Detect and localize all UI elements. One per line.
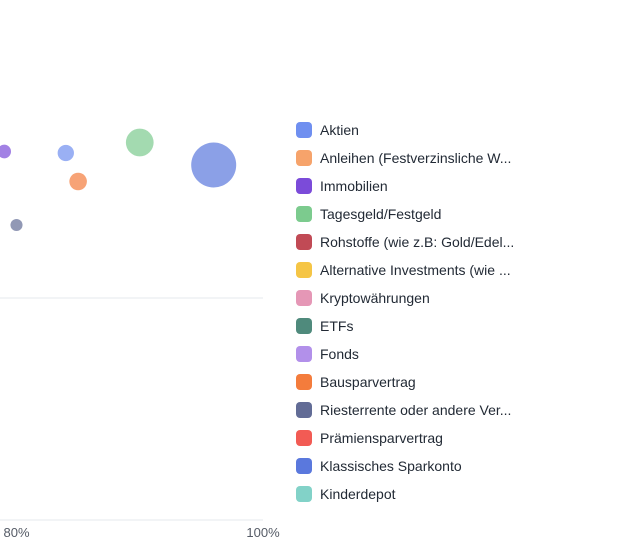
legend-label: Tagesgeld/Festgeld (320, 206, 442, 222)
legend-label: Fonds (320, 346, 359, 362)
legend-swatch (296, 150, 312, 166)
legend-item[interactable]: Aktien (296, 116, 514, 144)
bubble-12[interactable] (191, 142, 237, 188)
legend-swatch (296, 402, 312, 418)
legend-label: Aktien (320, 122, 359, 138)
legend-swatch (296, 262, 312, 278)
legend-label: Alternative Investments (wie ... (320, 262, 511, 278)
legend-label: Kryptowährungen (320, 290, 430, 306)
x-tick-label: 100% (246, 525, 280, 540)
legend-item[interactable]: Bausparvertrag (296, 368, 514, 396)
x-axis-ticks: 80% 100% (3, 525, 280, 540)
legend-item[interactable]: Fonds (296, 340, 514, 368)
legend-swatch (296, 430, 312, 446)
legend-swatch (296, 318, 312, 334)
legend-item[interactable]: Kinderdepot (296, 480, 514, 508)
legend-item[interactable]: Riesterrente oder andere Ver... (296, 396, 514, 424)
legend-item[interactable]: Kryptowährungen (296, 284, 514, 312)
legend-item[interactable]: Immobilien (296, 172, 514, 200)
legend-item[interactable]: Anleihen (Festverzinsliche W... (296, 144, 514, 172)
legend-label: Rohstoffe (wie z.B: Gold/Edel... (320, 234, 515, 250)
legend-label: Kinderdepot (320, 486, 396, 502)
legend-item[interactable]: Alternative Investments (wie ... (296, 256, 514, 284)
legend-item[interactable]: ETFs (296, 312, 514, 340)
legend-swatch (296, 122, 312, 138)
legend-swatch (296, 234, 312, 250)
legend-label: Prämiensparvertrag (320, 430, 443, 446)
legend-item[interactable]: Klassisches Sparkonto (296, 452, 514, 480)
legend-swatch (296, 346, 312, 362)
legend-swatch (296, 374, 312, 390)
legend-swatch (296, 206, 312, 222)
legend: Aktien Anleihen (Festverzinsliche W... Imm… (296, 116, 514, 508)
bubble-3[interactable] (125, 128, 154, 157)
bubble-0[interactable] (57, 144, 74, 162)
legend-label: Klassisches Sparkonto (320, 458, 462, 474)
legend-label: Anleihen (Festverzinsliche W... (320, 150, 512, 166)
bubble-9[interactable] (69, 172, 87, 191)
legend-label: Immobilien (320, 178, 388, 194)
legend-swatch (296, 458, 312, 474)
legend-swatch (296, 290, 312, 306)
legend-item[interactable]: Tagesgeld/Festgeld (296, 200, 514, 228)
bubble-layer (0, 128, 237, 232)
legend-label: Bausparvertrag (320, 374, 416, 390)
legend-item[interactable]: Rohstoffe (wie z.B: Gold/Edel... (296, 228, 514, 256)
legend-swatch (296, 178, 312, 194)
legend-label: Riesterrente oder andere Ver... (320, 402, 512, 418)
x-tick-label: 80% (3, 525, 29, 540)
legend-label: ETFs (320, 318, 354, 334)
legend-swatch (296, 486, 312, 502)
bubble-10[interactable] (10, 218, 23, 232)
bubble-2[interactable] (0, 144, 11, 159)
legend-item[interactable]: Prämiensparvertrag (296, 424, 514, 452)
grid-layer (0, 297, 263, 521)
